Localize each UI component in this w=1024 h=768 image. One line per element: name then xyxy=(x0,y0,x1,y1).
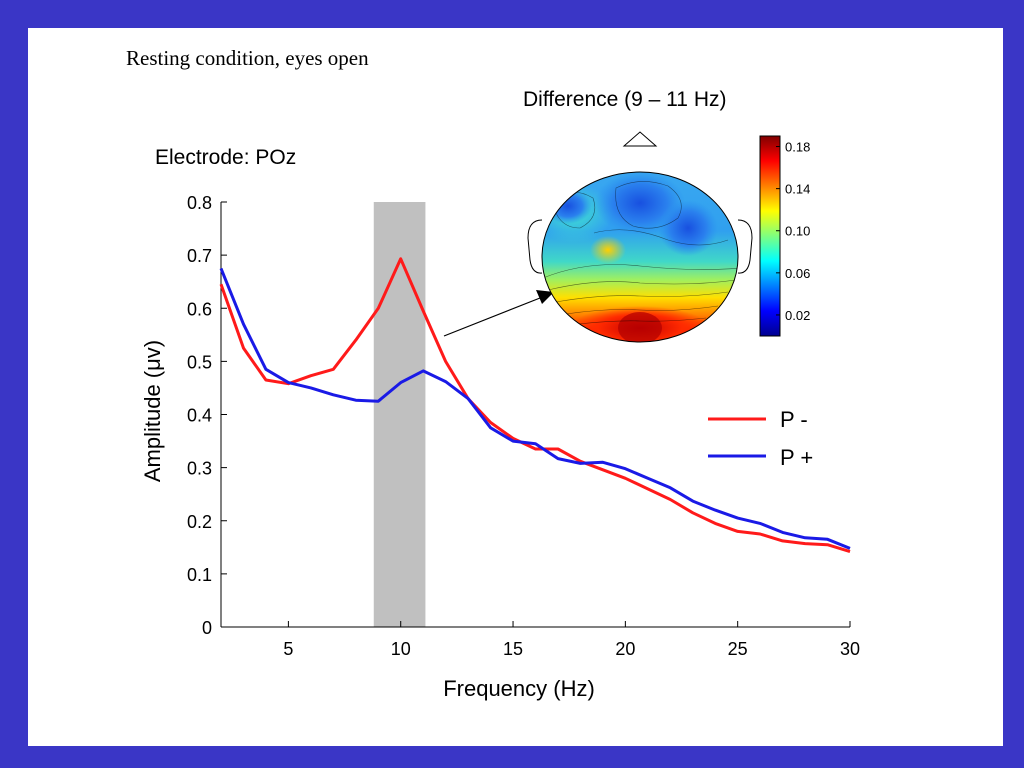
topomap: Difference (9 – 11 Hz) xyxy=(523,88,810,343)
x-tick-label: 15 xyxy=(503,639,523,659)
figure: Electrode: POz 5 10 15 20 25 30 0 0.1 0.2 0.3 0.4… xyxy=(140,88,860,701)
y-tick-label: 0.1 xyxy=(187,565,212,585)
x-tick-label: 20 xyxy=(615,639,635,659)
y-tick-label: 0.6 xyxy=(187,299,212,319)
head-outline xyxy=(541,171,739,343)
x-tick-label: 10 xyxy=(391,639,411,659)
left-ear xyxy=(527,219,543,274)
topomap-title: Difference (9 – 11 Hz) xyxy=(523,88,726,111)
legend-label-p-minus: P - xyxy=(780,407,808,432)
line-chart: Electrode: POz 5 10 15 20 25 30 0 0.1 0.2 0.3 0.4… xyxy=(140,146,860,701)
y-tick-label: 0 xyxy=(202,618,212,638)
x-ticks: 5 10 15 20 25 30 xyxy=(283,621,860,659)
right-ear xyxy=(737,219,753,274)
y-tick-label: 0.3 xyxy=(187,459,212,479)
slide-title: Resting condition, eyes open xyxy=(126,46,369,70)
x-tick-label: 25 xyxy=(728,639,748,659)
nose xyxy=(622,131,658,147)
slide: Resting condition, eyes open xyxy=(28,28,1003,746)
colorbar xyxy=(759,135,781,337)
y-tick-label: 0.4 xyxy=(187,406,212,426)
colorbar-tick-label: 0.18 xyxy=(785,140,810,155)
y-ticks: 0 0.1 0.2 0.3 0.4 0.5 0.6 0.7 0.8 xyxy=(187,193,227,638)
y-tick-label: 0.8 xyxy=(187,193,212,213)
y-tick-label: 0.7 xyxy=(187,246,212,266)
x-tick-label: 30 xyxy=(840,639,860,659)
series-p-plus-line xyxy=(219,267,851,550)
colorbar-tick-label: 0.14 xyxy=(785,182,810,197)
colorbar-tick-label: 0.06 xyxy=(785,266,810,281)
chart-title: Electrode: POz xyxy=(155,146,296,169)
legend-label-p-plus: P + xyxy=(780,445,813,470)
colorbar-ticks: 0.02 0.06 0.10 0.14 0.18 xyxy=(776,140,810,323)
x-axis-label: Frequency (Hz) xyxy=(443,676,595,701)
annotation-arrow xyxy=(443,290,554,337)
legend: P - P + xyxy=(708,407,813,470)
y-tick-label: 0.2 xyxy=(187,512,212,532)
scalp-map xyxy=(542,172,738,342)
colorbar-tick-label: 0.02 xyxy=(785,308,810,323)
y-axis-label: Amplitude (μv) xyxy=(140,340,165,482)
highlight-band xyxy=(373,202,426,627)
y-tick-label: 0.5 xyxy=(187,352,212,372)
x-tick-label: 5 xyxy=(283,639,293,659)
series-p-minus-line xyxy=(219,257,851,554)
colorbar-tick-label: 0.10 xyxy=(785,224,810,239)
